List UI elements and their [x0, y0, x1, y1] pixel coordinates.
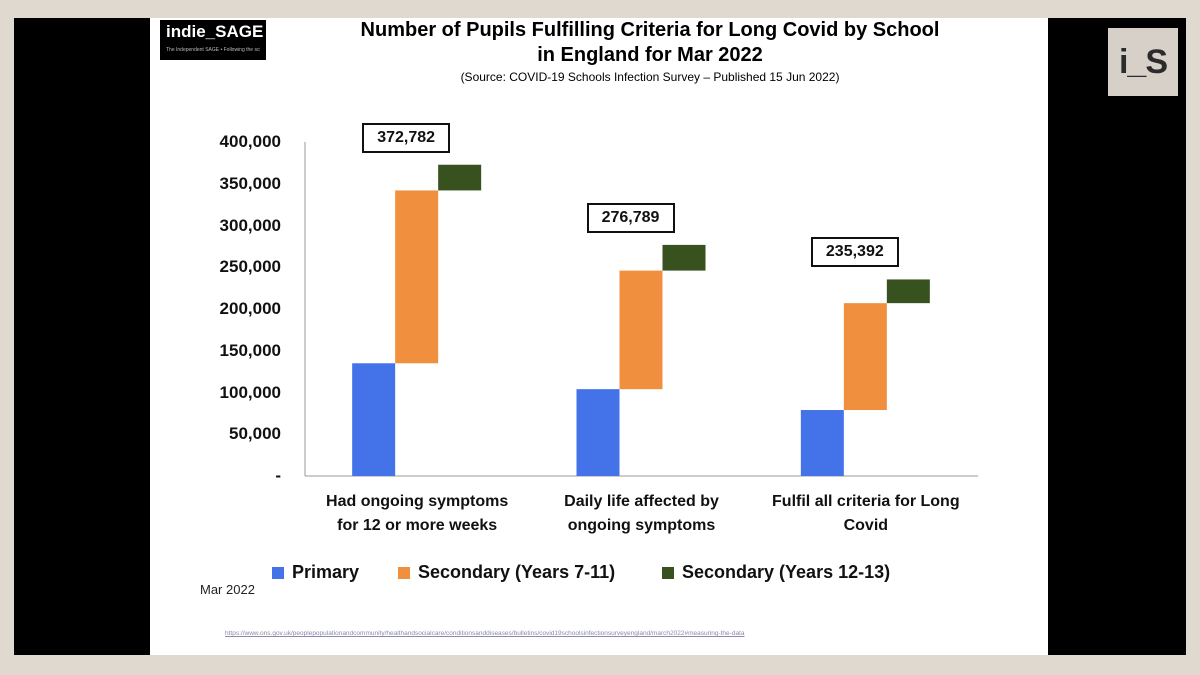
total-label: 235,392 — [810, 237, 899, 268]
legend-label: Primary — [292, 562, 360, 582]
bar-secondary-years-7-11--1 — [619, 270, 663, 390]
y-tick-label: 400,000 — [219, 132, 281, 151]
legend-item: Secondary (Years 7-11) — [398, 562, 615, 583]
legend-label: Secondary (Years 7-11) — [418, 562, 616, 582]
bar-secondary-years-7-11--2 — [843, 303, 887, 411]
bar-secondary-years-12-13--2 — [886, 279, 930, 304]
y-tick-label: 150,000 — [219, 340, 281, 360]
bar-secondary-years-12-13--0 — [438, 164, 482, 191]
legend-label: Secondary (Years 12-13) — [682, 562, 891, 582]
y-tick-label: 300,000 — [219, 215, 281, 235]
x-category-label: Had ongoing symptoms for 12 or more weeks — [326, 493, 509, 534]
y-tick-label: 100,000 — [219, 382, 281, 402]
source-url-link[interactable]: https://www.ons.gov.uk/peoplepopulationa… — [225, 630, 745, 637]
y-tick-label: - — [275, 466, 281, 485]
bar-primary-0 — [352, 363, 396, 476]
chart-title: Number of Pupils Fulfilling Criteria for… — [300, 18, 1000, 68]
y-tick-label: 200,000 — [219, 299, 281, 318]
bar-primary-2 — [800, 410, 844, 476]
slide — [150, 18, 1048, 655]
total-label: 276,789 — [586, 202, 675, 233]
total-label: 372,782 — [362, 122, 451, 153]
y-tick-label: 350,000 — [219, 173, 281, 193]
legend-swatch — [662, 566, 674, 579]
logo-tagline: The Independent SAGE • Following the sci… — [166, 47, 260, 53]
bar-primary-1 — [576, 389, 620, 476]
chart-title-line-1: Number of Pupils Fulfilling Criteria for… — [360, 19, 940, 41]
indie-sage-logo: indie_SAGE The Independent SAGE • Follow… — [160, 20, 266, 60]
chart-subtitle: (Source: COVID-19 Schools Infection Surv… — [460, 70, 840, 84]
y-tick-label: 50,000 — [229, 424, 281, 444]
legend-swatch — [398, 566, 410, 579]
legend-swatch — [272, 566, 284, 579]
y-tick-label: 250,000 — [219, 257, 281, 277]
chart-title-line-2: in England for Mar 2022 — [537, 44, 763, 66]
legend-item: Primary — [272, 562, 359, 583]
bar-secondary-years-7-11--0 — [395, 190, 439, 364]
bar-secondary-years-12-13--1 — [662, 244, 706, 271]
date-label: Mar 2022 — [200, 582, 255, 597]
x-category-label: Daily life affected by ongoing symptoms — [564, 493, 719, 534]
indie-sage-badge: i_S — [1108, 28, 1178, 96]
x-category-label: Fulfil all criteria for Long Covid — [772, 493, 960, 534]
logo-text: indie_SAGE — [166, 22, 264, 41]
legend-item: Secondary (Years 12-13) — [662, 562, 890, 583]
